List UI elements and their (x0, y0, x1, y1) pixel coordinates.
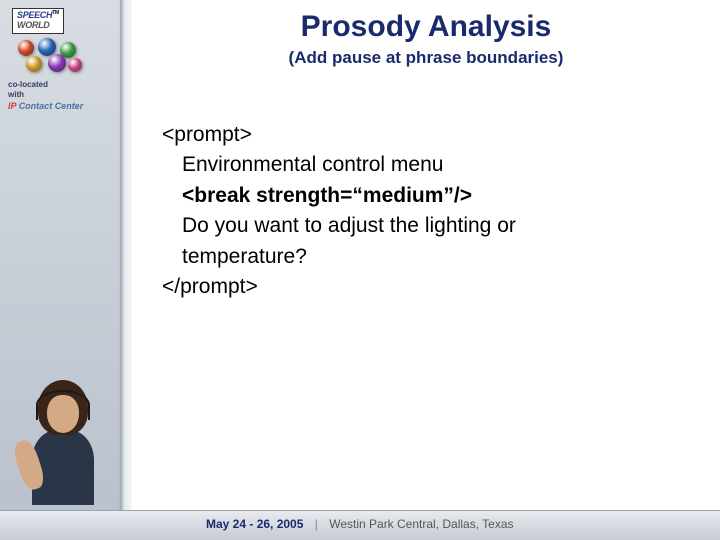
code-l4: Do you want to adjust the lighting or (162, 211, 692, 241)
colocated-l2: with (8, 90, 24, 99)
code-l3: <break strength=“medium”/> (162, 181, 692, 211)
slide-subtitle: (Add pause at phrase boundaries) (132, 48, 720, 68)
footer: May 24 - 26, 2005 | Westin Park Central,… (0, 510, 720, 540)
footer-dates: May 24 - 26, 2005 (206, 517, 303, 531)
ip-contact-logo: IP Contact Center (8, 102, 83, 112)
code-l5: temperature? (162, 242, 692, 272)
logo-line2: WORLD (17, 20, 50, 30)
code-l2: Environmental control menu (162, 150, 692, 180)
logo-ball (38, 38, 56, 56)
logo-ball (26, 56, 42, 72)
logo-block: SPEECHTM WORLD (12, 8, 108, 76)
logo-balls (12, 38, 92, 76)
logo-ball (68, 58, 82, 72)
slide-title: Prosody Analysis (132, 10, 720, 44)
colocated-l1: co-located (8, 80, 48, 89)
code-block: <prompt> Environmental control menu <bre… (162, 120, 692, 303)
speechworld-logo: SPEECHTM WORLD (12, 8, 64, 34)
colocated-text: co-located with (8, 80, 48, 99)
logo-tm: TM (52, 10, 59, 16)
sidebar-person-image (0, 345, 120, 505)
footer-text: May 24 - 26, 2005 | Westin Park Central,… (206, 517, 514, 531)
logo-line1: SPEECH (17, 10, 52, 20)
code-l6: </prompt> (162, 272, 692, 302)
sidebar: SPEECHTM WORLD co-located with IP Contac… (0, 0, 120, 540)
divider-stripe (120, 0, 132, 540)
logo-ball (48, 54, 66, 72)
logo-ball (18, 40, 34, 56)
slide-content: Prosody Analysis (Add pause at phrase bo… (132, 0, 720, 540)
ip-part2: Contact Center (19, 101, 84, 111)
ip-part1: IP (8, 101, 16, 111)
footer-sep: | (315, 517, 318, 531)
footer-location: Westin Park Central, Dallas, Texas (329, 517, 513, 531)
code-l1: <prompt> (162, 120, 692, 150)
